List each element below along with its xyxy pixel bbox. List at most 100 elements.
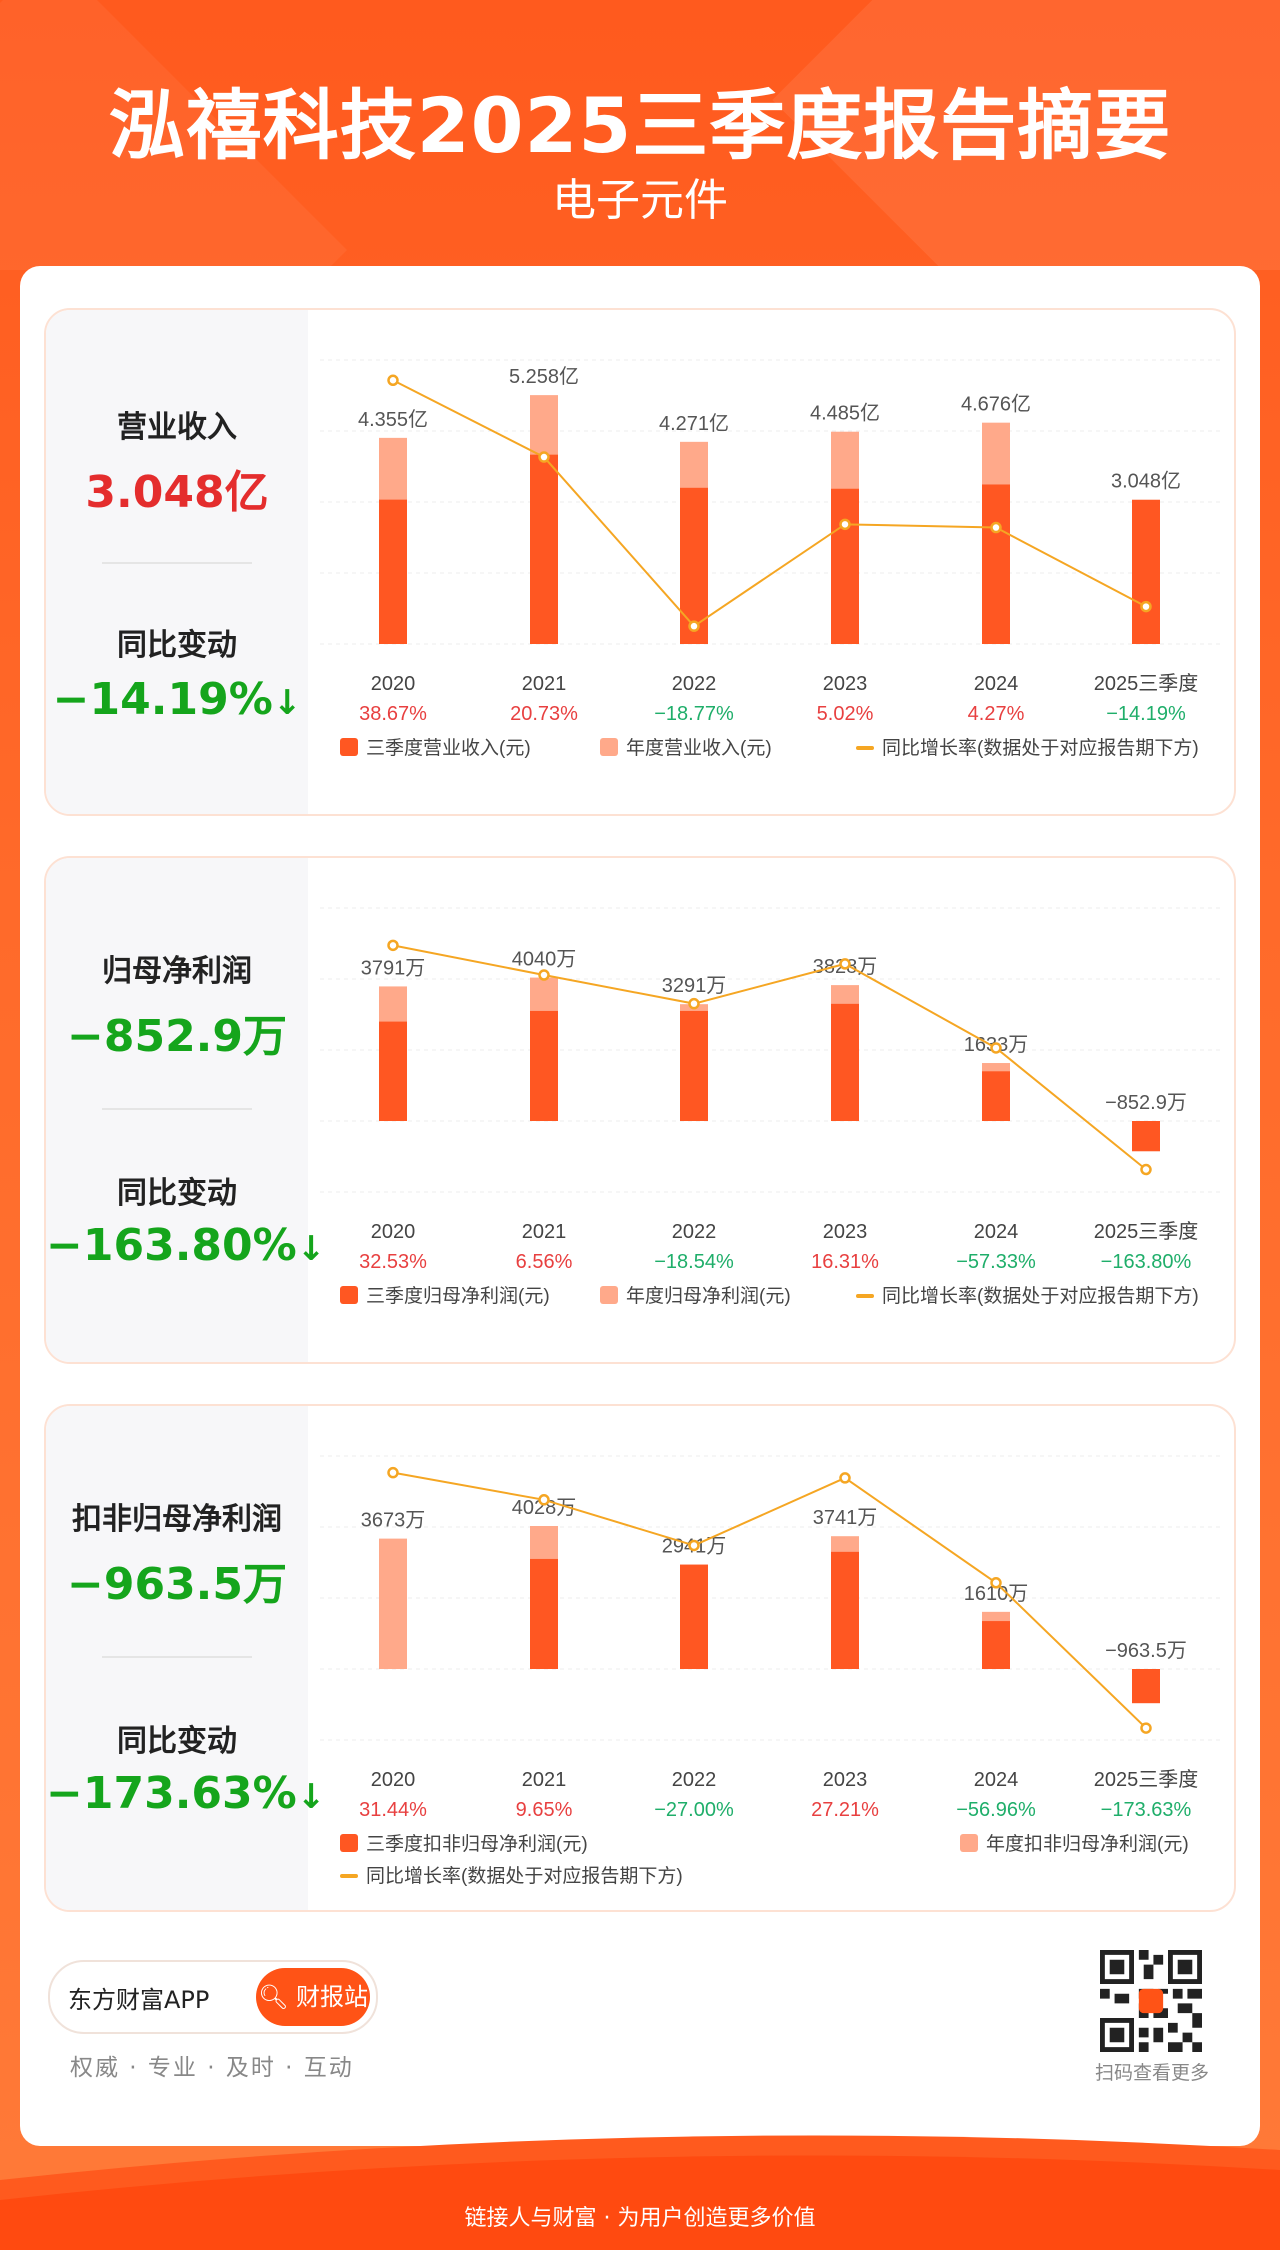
app-search-box[interactable]: 东方财富APP 🔍︎ 财报站 (48, 1960, 378, 2034)
x-tick-label: 2022 (672, 1221, 717, 1243)
growth-line (392, 944, 1147, 1171)
growth-rate-label: 6.56% (516, 1251, 573, 1273)
growth-rate-label: −27.00% (654, 1799, 734, 1821)
change-label: 同比变动 (117, 1724, 237, 1759)
header-banner: 泓禧科技2025三季度报告摘要 电子元件 (0, 0, 1280, 270)
bar-value-label: 4028万 (512, 1497, 577, 1519)
q3-bar (1132, 499, 1160, 644)
legend-label: 年度归母净利润(元) (626, 1285, 791, 1307)
year-bar (379, 1538, 407, 1669)
growth-rate-label: −173.63% (1101, 1799, 1192, 1821)
bar-value-label: −852.9万 (1105, 1092, 1187, 1114)
x-tick-label: 2025三季度 (1094, 1768, 1199, 1791)
qr-code-icon[interactable] (1100, 1950, 1202, 2052)
deducted-profit-chart: 3673万202031.44%4028万20219.65%2941万2022−2… (320, 1455, 1222, 1887)
bar-value-label: 4.271亿 (659, 412, 729, 435)
growth-point (538, 451, 550, 463)
q3-bar (831, 488, 859, 644)
change-value: −173.63%↓ (46, 1768, 325, 1819)
change-value-text: −173.63% (46, 1768, 297, 1819)
x-tick-label: 2024 (974, 673, 1019, 695)
growth-point (387, 939, 399, 952)
metric-label: 归母净利润 (102, 954, 252, 989)
growth-rate-label: −14.19% (1106, 703, 1186, 725)
metric-label: 扣非归母净利润 (72, 1502, 282, 1537)
x-tick-label: 2021 (522, 1769, 567, 1791)
x-tick-label: 2022 (672, 673, 717, 695)
growth-point (839, 518, 851, 531)
metric-label: 营业收入 (117, 410, 237, 445)
legend-label: 年度扣非归母净利润(元) (986, 1833, 1189, 1855)
x-tick-label: 2020 (371, 1221, 416, 1243)
x-tick-label: 2020 (371, 673, 416, 695)
growth-rate-label: −57.33% (956, 1251, 1036, 1273)
legend-bar-swatch (340, 738, 358, 756)
content-panel: 营业收入 3.048亿 同比变动 −14.19%↓ 4.355亿 2020 38.6… (20, 266, 1260, 2146)
bar-value-label: 3673万 (361, 1510, 426, 1532)
page-subtitle: 电子元件 (552, 175, 728, 226)
x-tick-label: 2024 (974, 1221, 1019, 1243)
divider (102, 1656, 252, 1658)
growth-rate-label: 9.65% (516, 1799, 573, 1821)
q3-bar (982, 1071, 1010, 1121)
legend-bar-swatch (600, 738, 618, 756)
growth-point (1140, 1163, 1152, 1176)
report-station-button[interactable]: 🔍︎ 财报站 (256, 1968, 370, 2026)
legend-label: 三季度营业收入(元) (366, 737, 531, 759)
net-profit-chart: 3791万 2020 32.53% 4040万 2021 6.56% 3291万 2022 −1… (320, 907, 1222, 1307)
x-tick-label: 2025三季度 (1094, 672, 1199, 695)
x-tick-label: 2023 (823, 673, 868, 695)
growth-line (392, 1471, 1147, 1729)
revenue-card: 营业收入 3.048亿 同比变动 −14.19%↓ 4.355亿 2020 38.6… (44, 308, 1236, 816)
q3-bar (379, 1021, 407, 1121)
growth-rate-label: 32.53% (359, 1251, 427, 1273)
legend-bar-swatch (960, 1834, 978, 1852)
metric-value: −852.9万 (66, 1011, 288, 1062)
change-label: 同比变动 (117, 628, 237, 663)
q3-bar (831, 1551, 859, 1669)
qr-caption: 扫码查看更多 (1094, 2062, 1209, 2084)
q3-bar (680, 1564, 708, 1669)
arrow-down-icon: ↓ (296, 1777, 326, 1817)
revenue-summary: 营业收入 3.048亿 同比变动 −14.19%↓ (46, 310, 308, 814)
metric-value: −963.5万 (66, 1559, 288, 1610)
growth-point (990, 1042, 1002, 1054)
growth-rate-label: −56.96% (956, 1799, 1036, 1821)
page-title: 泓禧科技2025三季度报告摘要 (108, 81, 1172, 170)
legend-label: 年度营业收入(元) (626, 737, 772, 759)
bar-value-label: 5.258亿 (509, 365, 579, 388)
legend-line-swatch (856, 1294, 874, 1298)
net-profit-card: 归母净利润 −852.9万 同比变动 −163.80%↓ 3791万 2020 32… (44, 856, 1236, 1364)
deducted-profit-card: 扣非归母净利润 −963.5万 同比变动 −173.63%↓ 3673万 2020… (44, 1404, 1236, 1912)
q3-bar (530, 1010, 558, 1121)
q3-bar (1132, 1121, 1160, 1152)
x-tick-label: 2022 (672, 1769, 717, 1791)
change-value: −14.19%↓ (46, 674, 308, 725)
growth-rate-label: 20.73% (510, 703, 578, 725)
change-value-text: −14.19% (52, 674, 273, 725)
x-tick-label: 2020 (371, 1769, 416, 1791)
q3-bar (1132, 1669, 1160, 1704)
growth-point (839, 958, 851, 970)
growth-point (538, 1494, 550, 1506)
bar-value-label: 3291万 (662, 975, 727, 997)
bar-value-label: 4.676亿 (961, 393, 1031, 416)
x-tick-label: 2021 (522, 673, 567, 695)
bottom-decoration (0, 2135, 1280, 2250)
q3-bar (530, 1558, 558, 1669)
x-tick-label: 2025三季度 (1094, 1220, 1199, 1243)
growth-rate-label: 5.02% (817, 703, 874, 725)
x-tick-label: 2024 (974, 1769, 1019, 1791)
growth-rate-label: −163.80% (1101, 1251, 1192, 1273)
divider (102, 562, 252, 564)
q3-bar (680, 487, 708, 644)
revenue-chart: 4.355亿 2020 38.67% 5.258亿 2021 20.73% 4.271亿 20… (320, 359, 1222, 759)
growth-point (387, 374, 399, 387)
x-tick-label: 2023 (823, 1221, 868, 1243)
bar-value-label: 4.355亿 (358, 408, 428, 431)
q3-bar (982, 484, 1010, 644)
bar-value-label: 4.485亿 (810, 402, 880, 425)
report-station-label: 财报站 (296, 1983, 369, 2011)
bar-value-label: 3741万 (813, 1507, 878, 1529)
divider (102, 1108, 252, 1110)
